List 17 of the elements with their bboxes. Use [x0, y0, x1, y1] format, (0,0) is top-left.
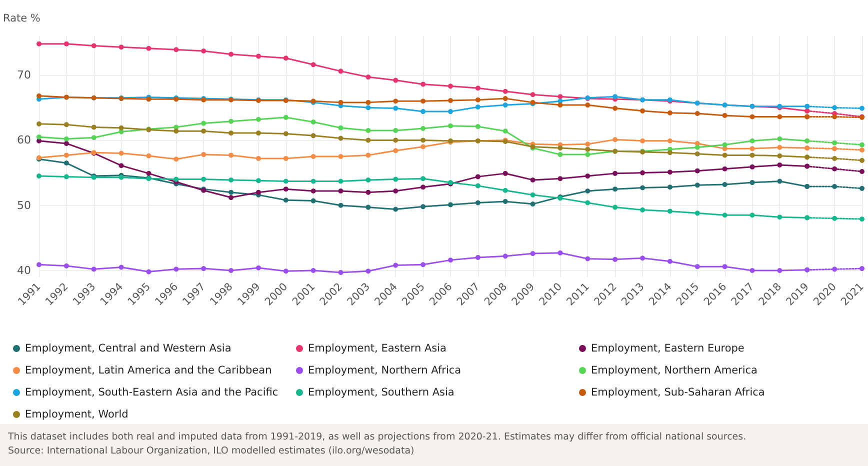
legend-label: Employment, Southern Asia — [308, 386, 454, 398]
y-tick-label: 60 — [17, 134, 31, 147]
legend-label: Employment, Latin America and the Caribbean — [25, 364, 272, 376]
legend-label: Employment, Eastern Europe — [591, 342, 744, 354]
legend-label: Employment, South-Eastern Asia and the Pacific — [25, 386, 278, 398]
y-tick-label: 40 — [17, 264, 31, 277]
y-tick-label: 50 — [17, 198, 31, 212]
legend-label: Employment, Northern America — [591, 364, 758, 376]
text: This dataset includes both real and imputed data from 1991-2019, as well as projections from 2020-21. Estimates may differ from official national sources. — [7, 432, 746, 442]
source-note: Source: International Labour Organization, ILO modelled estimates (ilo.org/wesodata) — [8, 446, 414, 456]
legend-label: Employment, Central and Western Asia — [25, 342, 232, 354]
legend-label: Employment, Northern Africa — [308, 364, 462, 376]
legend-label: Employment, Sub-Saharan Africa — [591, 386, 765, 398]
legend-label: Employment, World — [25, 408, 128, 420]
y-axis-title: Rate % — [3, 12, 40, 24]
y-tick-label: 70 — [17, 68, 31, 82]
legend-label: Employment, Eastern Asia — [308, 342, 446, 354]
